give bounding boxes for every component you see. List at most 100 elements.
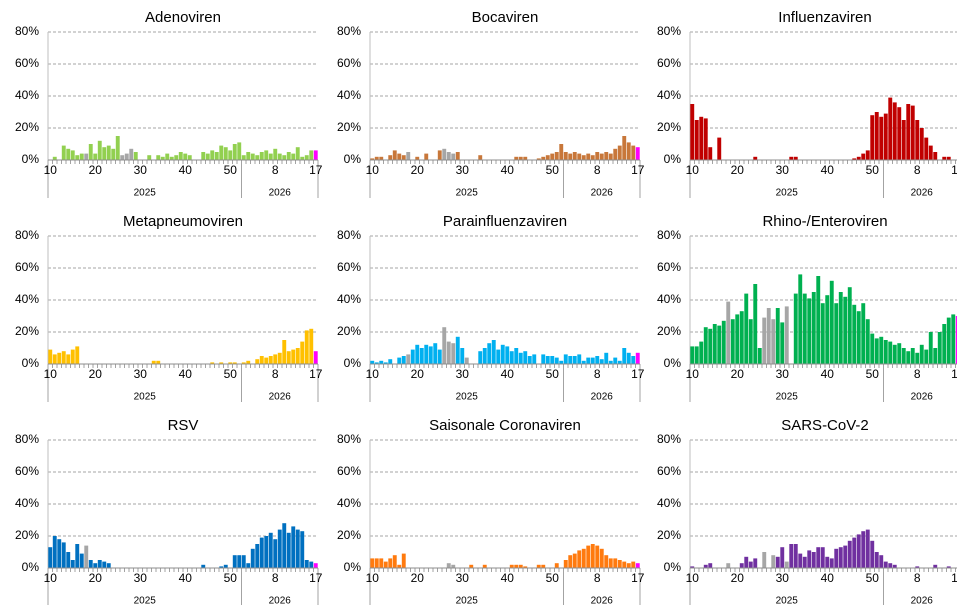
bar xyxy=(865,319,870,364)
bar xyxy=(129,148,134,160)
bar xyxy=(532,354,537,364)
bar xyxy=(946,566,951,568)
bar xyxy=(541,156,546,160)
year-label: 2026 xyxy=(591,392,614,403)
bar xyxy=(277,352,282,364)
x-tick-label: 20 xyxy=(89,367,103,381)
bar xyxy=(232,144,237,160)
y-tick-label: 20% xyxy=(337,324,361,338)
chart-title: Saisonale Coronaviren xyxy=(429,417,581,434)
bar xyxy=(93,153,98,160)
bar xyxy=(264,150,269,160)
bar xyxy=(397,357,402,364)
bar xyxy=(744,293,749,364)
bar xyxy=(174,155,179,160)
bar xyxy=(802,293,807,364)
bar xyxy=(577,550,582,568)
bar xyxy=(771,555,776,568)
bar xyxy=(919,344,924,364)
bar xyxy=(451,343,456,364)
bar xyxy=(282,155,287,160)
bar xyxy=(613,357,618,364)
bar xyxy=(514,156,519,160)
bar xyxy=(401,155,406,160)
bar xyxy=(798,553,803,568)
bar xyxy=(937,332,942,364)
chart-title: Influenzaviren xyxy=(778,9,871,26)
bar xyxy=(838,292,843,364)
bar xyxy=(590,155,595,160)
bar xyxy=(536,158,541,160)
bar xyxy=(223,147,228,160)
x-tick-label: 50 xyxy=(224,163,238,177)
bar xyxy=(169,156,174,160)
chart-title: Bocaviren xyxy=(472,9,539,26)
bar xyxy=(52,354,57,364)
x-tick-label: 17 xyxy=(309,571,323,585)
y-tick-label: 0% xyxy=(22,560,40,574)
bar xyxy=(708,328,713,364)
bar xyxy=(617,560,622,568)
bar xyxy=(892,102,897,160)
bar xyxy=(370,360,375,364)
bar xyxy=(228,362,233,364)
y-tick-label: 40% xyxy=(657,292,681,306)
y-tick-label: 40% xyxy=(15,88,39,102)
bar xyxy=(541,354,546,364)
bar xyxy=(545,356,550,364)
bar xyxy=(599,153,604,160)
y-tick-label: 60% xyxy=(337,260,361,274)
bar xyxy=(201,564,206,568)
bar xyxy=(232,555,237,568)
bar xyxy=(744,556,749,568)
year-label: 2025 xyxy=(134,596,157,605)
bar xyxy=(883,340,888,364)
bar xyxy=(865,150,870,160)
bar xyxy=(291,153,296,160)
bar xyxy=(300,156,305,160)
bar xyxy=(559,360,564,364)
y-tick-label: 20% xyxy=(15,120,39,134)
bar xyxy=(838,547,843,568)
year-label: 2026 xyxy=(269,392,292,403)
bar xyxy=(793,544,798,568)
y-tick-label: 80% xyxy=(657,228,681,242)
bar xyxy=(635,563,640,568)
bar xyxy=(246,563,251,568)
x-tick-label: 10 xyxy=(44,571,58,585)
bar xyxy=(505,346,510,364)
year-label: 2026 xyxy=(591,596,614,605)
bar xyxy=(789,544,794,568)
bar xyxy=(264,357,269,364)
bar xyxy=(246,152,251,160)
bar xyxy=(433,343,438,364)
year-label: 2025 xyxy=(456,392,479,403)
bar xyxy=(300,531,305,568)
year-label: 2025 xyxy=(456,188,479,199)
bar xyxy=(942,324,947,364)
bar xyxy=(906,104,911,160)
bar xyxy=(726,301,731,364)
bar xyxy=(514,348,519,364)
x-tick-label: 10 xyxy=(686,163,700,177)
bar xyxy=(250,153,255,160)
chart-title: Rhino-/Enteroviren xyxy=(762,213,887,230)
bar xyxy=(888,341,893,364)
bar xyxy=(523,156,528,160)
bar xyxy=(210,362,215,364)
x-tick-label: 20 xyxy=(89,163,103,177)
x-tick-label: 30 xyxy=(456,571,470,585)
y-tick-label: 60% xyxy=(337,464,361,478)
bar xyxy=(61,542,66,568)
bar xyxy=(536,564,541,568)
x-tick-label: 10 xyxy=(686,571,700,585)
y-tick-label: 0% xyxy=(22,152,40,166)
x-tick-label: 30 xyxy=(456,163,470,177)
chart-title: Parainfluenzaviren xyxy=(443,213,567,230)
bar xyxy=(255,359,260,364)
bar xyxy=(527,356,532,364)
y-tick-label: 40% xyxy=(15,496,39,510)
x-tick-label: 40 xyxy=(821,367,835,381)
bar xyxy=(237,555,242,568)
bar xyxy=(590,357,595,364)
